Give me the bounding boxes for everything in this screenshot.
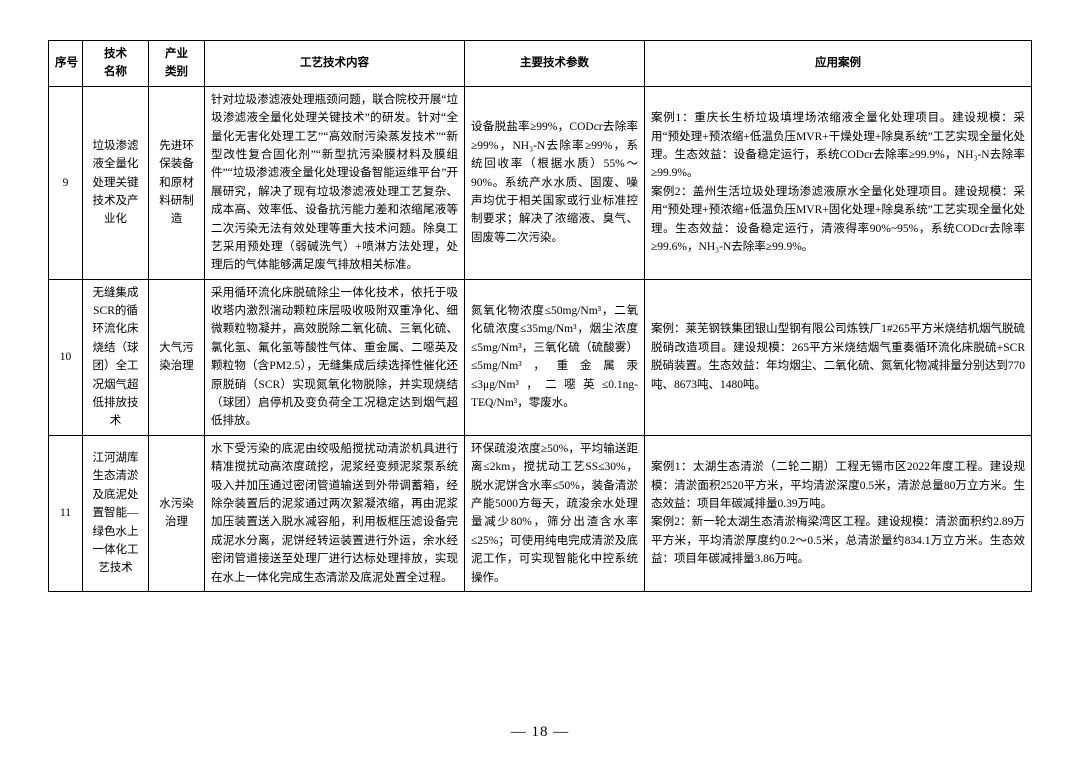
cell-cat: 先进环保装备和原材料研制造 [149, 86, 205, 279]
cell-cat: 大气污染治理 [149, 279, 205, 435]
header-param: 主要技术参数 [465, 41, 645, 87]
cell-name: 垃圾渗滤液全量化处理关键技术及产业化 [83, 86, 149, 279]
cell-param: 设备脱盐率≥99%，CODcr去除率≥99%，NH₃-N去除率≥99%，系统回收… [465, 86, 645, 279]
cell-case: 案例1：太湖生态清淤（二轮二期）工程无锡市区2022年度工程。建设规模：清淤面积… [645, 435, 1032, 591]
table-row: 10 无缝集成SCR的循环流化床烧结（球团）全工况烟气超低排放技术 大气污染治理… [49, 279, 1032, 435]
page-number: — 18 — [0, 724, 1080, 741]
cell-seq: 10 [49, 279, 83, 435]
table-body: 9 垃圾渗滤液全量化处理关键技术及产业化 先进环保装备和原材料研制造 针对垃圾渗… [49, 86, 1032, 591]
cell-name: 江河湖库生态清淤及底泥处置智能—绿色水上一体化工艺技术 [83, 435, 149, 591]
header-case: 应用案例 [645, 41, 1032, 87]
header-name: 技术名称 [83, 41, 149, 87]
cell-cat: 水污染治理 [149, 435, 205, 591]
header-seq: 序号 [49, 41, 83, 87]
cell-tech: 采用循环流化床脱硫除尘一体化技术，依托于吸收塔内激烈湍动颗粒床层吸收吸附双重净化… [205, 279, 465, 435]
cell-case: 案例：莱芜钢铁集团银山型钢有限公司炼铁厂1#265平方米烧结机烟气脱硫脱硝改造项… [645, 279, 1032, 435]
cell-tech: 水下受污染的底泥由绞吸船搅扰动清淤机具进行精准搅扰动高浓度疏挖，泥浆经变频泥浆泵… [205, 435, 465, 591]
header-tech: 工艺技术内容 [205, 41, 465, 87]
header-cat: 产业类别 [149, 41, 205, 87]
cell-tech: 针对垃圾渗滤液处理瓶颈问题，联合院校开展“垃圾渗滤液全量化处理关键技术”的研发。… [205, 86, 465, 279]
tech-table: 序号 技术名称 产业类别 工艺技术内容 主要技术参数 应用案例 9 垃圾渗滤液全… [48, 40, 1032, 592]
table-row: 11 江河湖库生态清淤及底泥处置智能—绿色水上一体化工艺技术 水污染治理 水下受… [49, 435, 1032, 591]
table-row: 9 垃圾渗滤液全量化处理关键技术及产业化 先进环保装备和原材料研制造 针对垃圾渗… [49, 86, 1032, 279]
table-header-row: 序号 技术名称 产业类别 工艺技术内容 主要技术参数 应用案例 [49, 41, 1032, 87]
cell-seq: 9 [49, 86, 83, 279]
cell-param: 环保疏浚浓度≥50%，平均输送距离≤2km，搅扰动工艺SS≤30%，脱水泥饼含水… [465, 435, 645, 591]
cell-case: 案例1：重庆长生桥垃圾填埋场浓缩液全量化处理项目。建设规模：采用“预处理+预浓缩… [645, 86, 1032, 279]
cell-seq: 11 [49, 435, 83, 591]
cell-name: 无缝集成SCR的循环流化床烧结（球团）全工况烟气超低排放技术 [83, 279, 149, 435]
cell-param: 氮氧化物浓度≤50mg/Nm³，二氧化硫浓度≤35mg/Nm³，烟尘浓度≤5mg… [465, 279, 645, 435]
